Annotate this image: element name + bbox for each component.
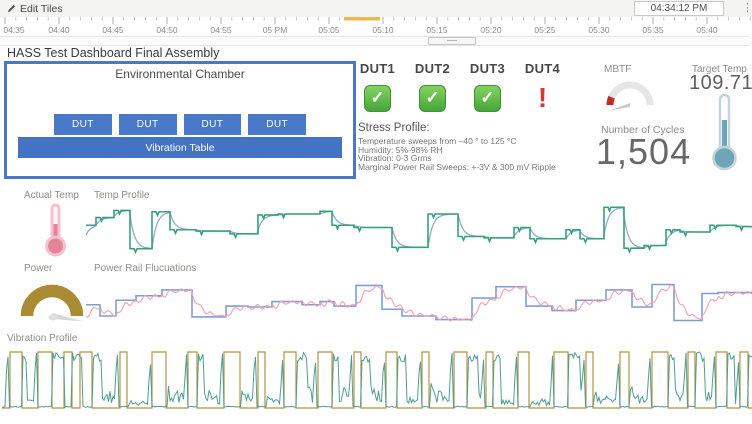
environmental-chamber-panel: Environmental Chamber DUT DUT DUT DUT Vibra… — [4, 61, 356, 179]
chamber-dut-box: DUT — [248, 114, 306, 135]
overflow-menu-icon[interactable]: ⋮ — [742, 2, 752, 14]
temp-profile-chart — [86, 206, 752, 255]
check-icon: ✓ — [474, 85, 501, 112]
chamber-title: Environmental Chamber — [115, 67, 245, 81]
vibration-profile-chart — [2, 351, 752, 409]
power-rail-label: Power Rail Flucuations — [94, 263, 197, 274]
timeline-tick-label: 05:10 — [372, 25, 394, 35]
clock-display[interactable]: 04:34:12 PM — [634, 1, 724, 16]
timeline-tick-label: 04:40 — [48, 25, 70, 35]
power-gauge-needle — [51, 313, 84, 322]
chamber-dut-row: DUT DUT DUT DUT — [54, 114, 306, 135]
power-label: Power — [24, 263, 53, 274]
stress-profile-lines: Temperature sweeps from –40 ° to 125 °C H… — [358, 137, 598, 172]
stress-profile-line: Vibration: 0-3 Grms — [358, 153, 432, 164]
dut-name: DUT2 — [414, 61, 451, 76]
timeline-tick-label: 04:50 — [156, 25, 178, 35]
timeline-tick-label: 05:25 — [534, 25, 556, 35]
timeline-tick-label: 04:55 — [210, 25, 232, 35]
edit-tiles-label: Edit Tiles — [20, 2, 63, 15]
timeline-tick-label: 05:20 — [480, 25, 502, 35]
stress-profile-title: Stress Profile: — [358, 122, 430, 134]
target-temp-label: Target Temp — [692, 64, 747, 75]
timeline-tick-label: 05:15 — [426, 25, 448, 35]
timeline-tick-label: 05:05 — [318, 25, 340, 35]
target-temp-thermometer-icon — [712, 93, 737, 171]
dut-status-tile: DUT4! — [515, 61, 570, 112]
dut-status-tile: DUT2 ✓ — [405, 61, 460, 112]
target-temp-value: 109.71 — [689, 72, 752, 94]
check-icon: ✓ — [419, 85, 446, 112]
stress-profile-line: Temperature sweeps from –40 ° to 125 °C — [358, 136, 517, 146]
cycles-value: 1,504 — [596, 131, 692, 172]
timeline-tick-label: 04:45 — [102, 25, 124, 35]
power-rail-chart — [86, 283, 752, 322]
actual-temp-label: Actual Temp — [24, 190, 79, 201]
timeline-tick-label: 05:40 — [696, 25, 718, 35]
dut-status-tile: DUT1 ✓ — [350, 61, 405, 112]
edit-tiles-button[interactable]: Edit Tiles — [7, 1, 63, 16]
dut-status-tile: DUT3 ✓ — [460, 61, 515, 112]
page-title: HASS Test Dashboard Final Assembly — [7, 46, 220, 60]
timeline-tick-label: 04:35 — [3, 25, 25, 35]
vibration-table-block: Vibration Table — [18, 137, 342, 158]
dut-name: DUT3 — [469, 61, 506, 76]
dut-name: DUT4 — [524, 61, 561, 76]
cycles-label: Number of Cycles — [601, 124, 685, 136]
power-gauge — [20, 284, 84, 322]
temp-profile-label: Temp Profile — [94, 190, 150, 201]
stress-profile-line: Humidity: 5%-98% RH — [358, 144, 443, 155]
mbtf-gauge-needle — [608, 102, 631, 111]
dut-name: DUT1 — [359, 61, 396, 76]
alert-icon: ! — [537, 82, 548, 113]
pencil-icon — [7, 4, 16, 13]
dut-status-row: DUT1 ✓ DUT2 ✓ DUT3 ✓ DUT4! — [350, 61, 570, 112]
timeline-tick-label: 05:35 — [642, 25, 664, 35]
chamber-dut-box: DUT — [54, 114, 112, 135]
top-toolbar: Edit Tiles 04:34:12 PM ⋮ — [0, 0, 752, 18]
actual-temp-thermometer-icon — [45, 203, 66, 257]
check-icon: ✓ — [364, 85, 391, 112]
timeline-ruler[interactable]: 04:35 04:40 04:45 04:50 04:55 05 PM 05:05 05:10… — [0, 17, 752, 36]
stress-profile-line: Marginal Power Rail Sweeps: +-3V & 300 m… — [358, 162, 556, 173]
timeline-highlight — [344, 17, 380, 21]
timeline-tick-label: 05:30 — [588, 25, 610, 35]
vibration-profile-label: Vibration Profile — [7, 333, 78, 344]
mbtf-gauge — [606, 81, 654, 111]
stress-profile: Stress Profile: Temperature sweeps from … — [358, 122, 598, 172]
chamber-dut-box: DUT — [183, 114, 242, 135]
chamber-dut-box: DUT — [118, 114, 177, 135]
timeline-scrollbar[interactable] — [0, 36, 750, 46]
mbtf-label: MBTF — [604, 64, 632, 75]
timeline-tick-label: 05 PM — [263, 25, 288, 35]
timeline-scrollbar-handle[interactable] — [428, 37, 476, 45]
